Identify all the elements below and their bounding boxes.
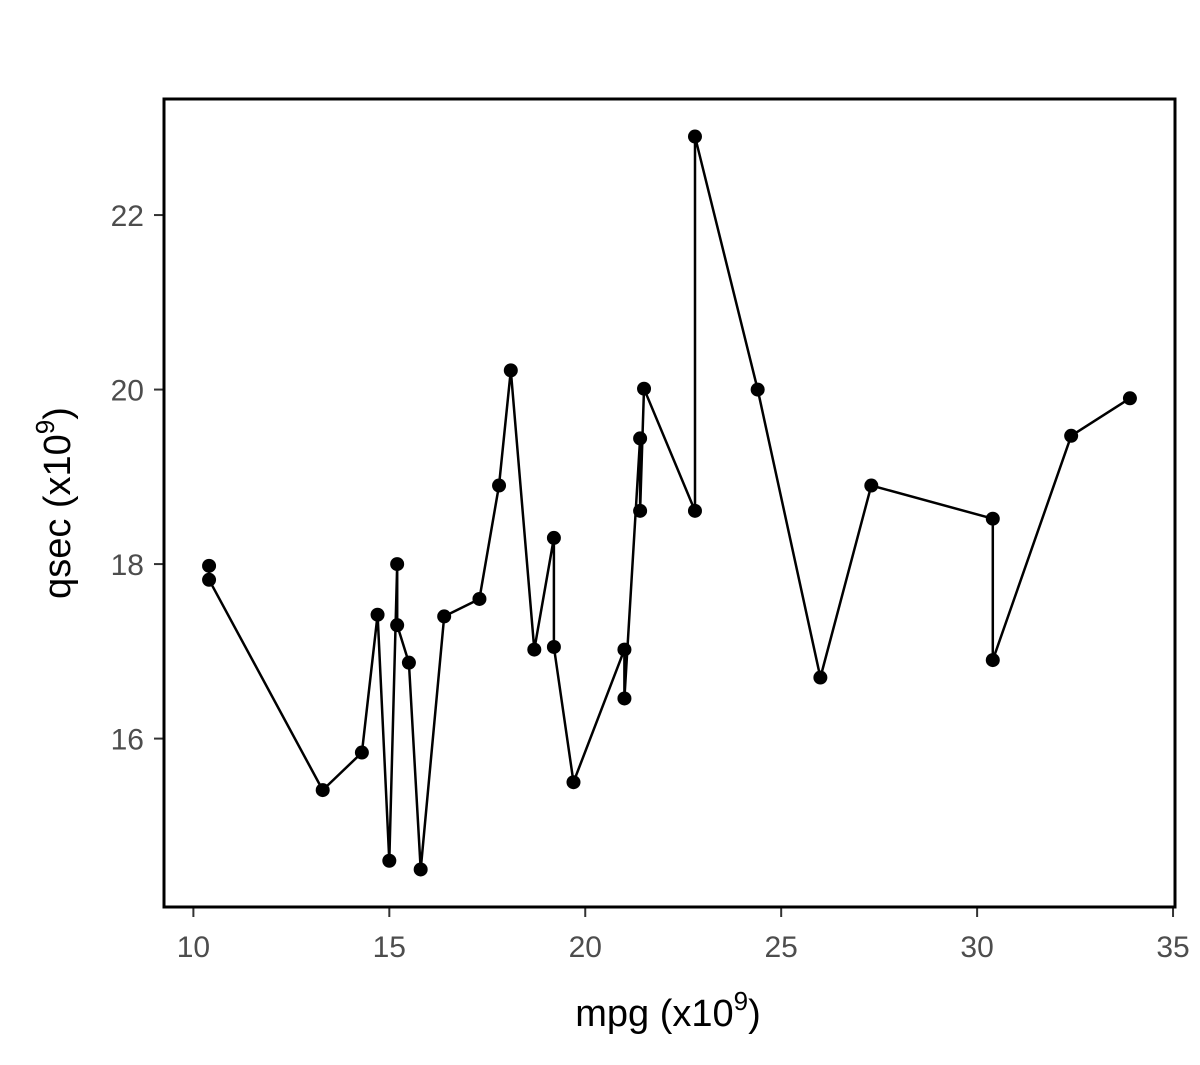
y-tick-label: 22 [111, 200, 144, 233]
y-axis-title-close: ) [37, 407, 79, 420]
data-point [437, 609, 452, 624]
data-point [617, 642, 632, 657]
x-tick-label: 15 [373, 931, 406, 964]
data-point [864, 478, 879, 493]
y-tick-label: 16 [111, 724, 144, 757]
data-point [617, 691, 632, 706]
y-axis: 16 18 20 22 [111, 200, 164, 757]
data-point [354, 745, 369, 760]
x-tick-label: 35 [1156, 931, 1189, 964]
data-point [390, 618, 405, 633]
data-point [566, 775, 581, 790]
data-point [390, 557, 405, 572]
series-layer [202, 129, 1137, 877]
data-point [813, 670, 828, 685]
data-point [370, 607, 385, 622]
data-point [1122, 391, 1137, 406]
data-point [492, 478, 507, 493]
x-tick-label: 30 [960, 931, 993, 964]
data-point [637, 381, 652, 396]
data-point [985, 511, 1000, 526]
x-axis-title-superscript: 9 [734, 986, 748, 1016]
y-tick-label: 18 [111, 549, 144, 582]
data-point [546, 530, 561, 545]
x-axis: 10 15 20 25 30 35 [177, 907, 1190, 964]
data-point [503, 363, 518, 378]
y-axis-title-text: qsec (x10 [37, 434, 79, 599]
y-axis-title: qsec (x109) [30, 407, 79, 599]
y-axis-title-superscript: 9 [30, 420, 60, 434]
data-point [1064, 428, 1079, 443]
x-tick-label: 25 [764, 931, 797, 964]
data-point [202, 558, 217, 573]
x-axis-title-close: ) [748, 993, 761, 1035]
data-point [472, 591, 487, 606]
data-point [382, 853, 397, 868]
data-point [527, 642, 542, 657]
plot-frame [162, 97, 1177, 909]
data-point [985, 653, 1000, 668]
x-tick-label: 20 [569, 931, 602, 964]
x-tick-label: 10 [177, 931, 210, 964]
data-point [633, 431, 648, 446]
series-line [207, 135, 1131, 871]
data-point [413, 862, 428, 877]
data-point [633, 503, 648, 518]
data-point [315, 783, 330, 798]
data-point [687, 129, 702, 144]
data-point [202, 572, 217, 587]
data-point [750, 382, 765, 397]
data-point [687, 503, 702, 518]
data-point [546, 639, 561, 654]
x-axis-title-text: mpg (x10 [575, 993, 733, 1035]
data-point [401, 655, 416, 670]
y-tick-label: 20 [111, 375, 144, 408]
x-axis-title: mpg (x109) [575, 986, 761, 1035]
